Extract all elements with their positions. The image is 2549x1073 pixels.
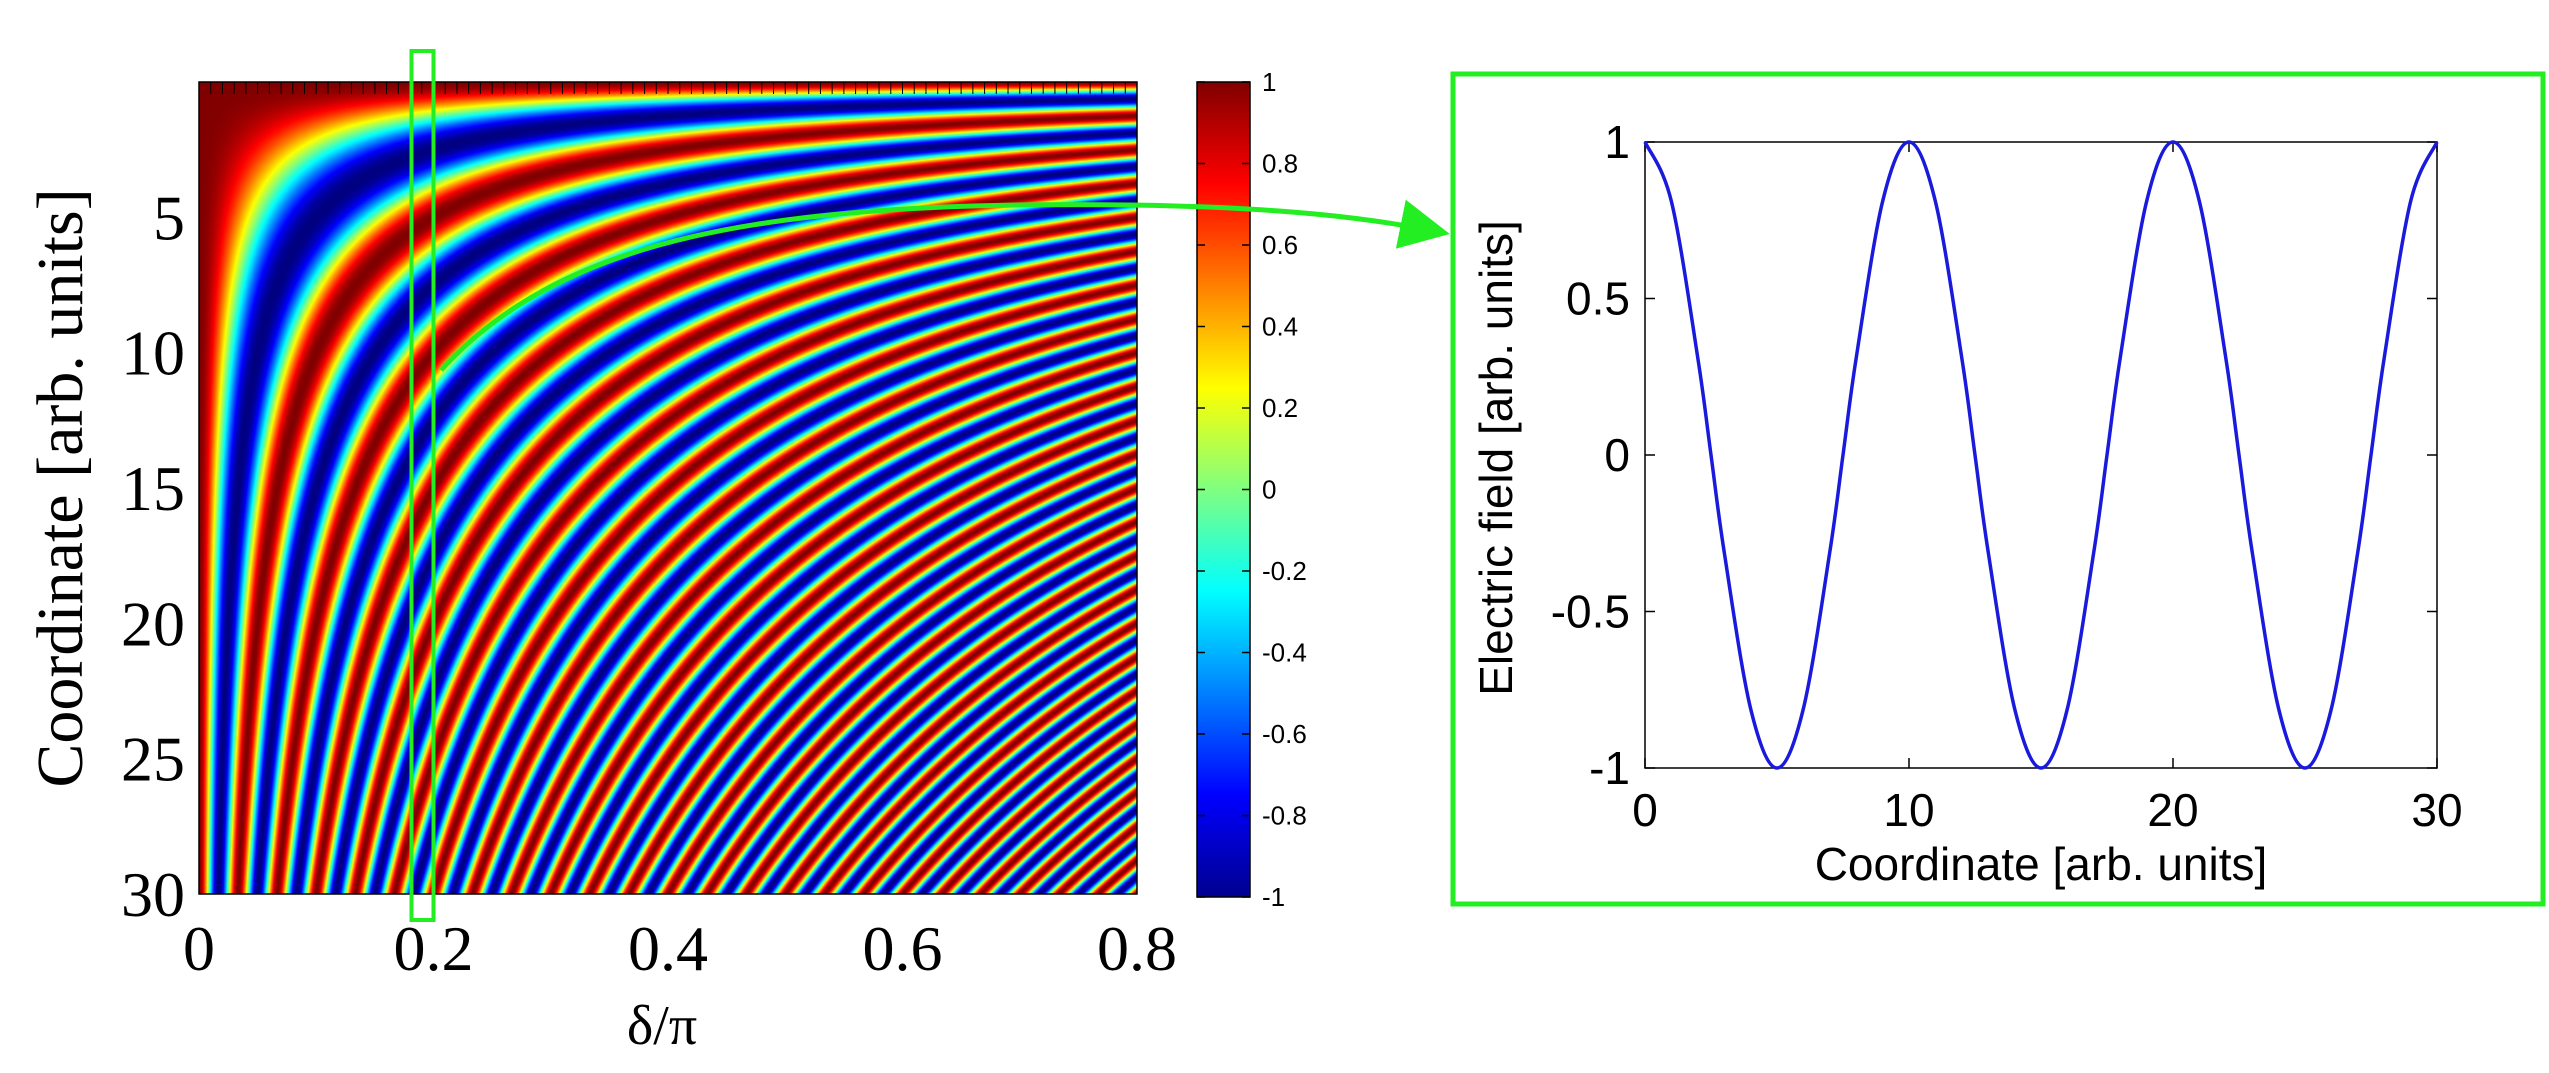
lineplot-panel: 0 10 20 30 1 0.5 0 -0.5 -1 Coordinate [arb. uni… — [1450, 71, 2546, 907]
heatmap-x-axis-label: δ/π — [627, 995, 697, 1057]
colorbar-tick-label: 1 — [1262, 67, 1276, 97]
lineplot-outer-frame — [1450, 71, 2546, 907]
heatmap-y-tick-label: 10 — [121, 318, 185, 389]
colorbar-gradient — [1197, 82, 1250, 897]
heatmap-y-tick-label: 30 — [121, 859, 185, 930]
heatmap-y-tick-label: 15 — [121, 453, 185, 524]
heatmap-y-tick-label: 25 — [121, 724, 185, 795]
lineplot-y-tick-label: 1 — [1604, 116, 1630, 168]
lineplot-y-axis-label: Electric field [arb. units] — [1470, 220, 1522, 696]
lineplot-y-tick-label: 0.5 — [1566, 273, 1630, 325]
highlight-box — [409, 49, 436, 922]
heatmap-top-ticks — [198, 82, 1138, 94]
heatmap-y-ticks: 5 10 15 20 25 30 — [121, 182, 185, 930]
colorbar-tick-label: -1 — [1262, 882, 1285, 912]
colorbar-tick-label: -0.4 — [1262, 638, 1307, 668]
heatmap-x-ticks: 0 0.2 0.4 0.6 0.8 — [183, 913, 1177, 984]
heatmap-panel: 0 0.2 0.4 0.6 0.8 5 10 15 20 25 30 δ/π Coordinate… — [24, 49, 1177, 1057]
colorbar-tick-label: -0.2 — [1262, 556, 1307, 586]
lineplot-x-ticks: 0 10 20 30 — [1632, 142, 2463, 836]
colorbar-tick-label: -0.6 — [1262, 719, 1307, 749]
heatmap-image — [199, 82, 1137, 894]
colorbar-tick-label: 0.8 — [1262, 149, 1298, 179]
lineplot-y-ticks: 1 0.5 0 -0.5 -1 — [1551, 116, 2437, 794]
colorbar-tick-label: 0.2 — [1262, 393, 1298, 423]
lineplot-x-tick-label: 20 — [2147, 784, 2198, 836]
heatmap-y-tick-label: 20 — [121, 588, 185, 659]
heatmap-x-tick-label: 0.6 — [863, 913, 943, 984]
lineplot-axes-frame — [1644, 141, 2438, 769]
colorbar-tick-label: 0.6 — [1262, 230, 1298, 260]
electric-field-line — [1643, 140, 2439, 770]
lineplot-y-tick-label: -0.5 — [1551, 586, 1630, 638]
heatmap-x-tick-label: 0.8 — [1097, 913, 1177, 984]
colorbar-tick-label: -0.8 — [1262, 801, 1307, 831]
heatmap-y-axis-label: Coordinate [arb. units] — [24, 188, 97, 787]
heatmap-y-tick-label: 5 — [153, 182, 185, 253]
heatmap-x-tick-label: 0.2 — [394, 913, 474, 984]
colorbar: 1 0.8 0.6 0.4 0.2 0 -0.2 -0.4 -0.6 -0.8 -1 — [1196, 67, 1307, 912]
lineplot-y-tick-label: 0 — [1604, 429, 1630, 481]
lineplot-x-tick-label: 30 — [2411, 784, 2462, 836]
connector-arrow — [439, 199, 1450, 372]
lineplot-x-tick-label: 0 — [1632, 784, 1658, 836]
heatmap-x-tick-label: 0.4 — [628, 913, 708, 984]
lineplot-x-axis-label: Coordinate [arb. units] — [1815, 838, 2268, 890]
heatmap-x-tick-label: 0 — [183, 913, 215, 984]
colorbar-tick-label: 0.4 — [1262, 312, 1298, 342]
lineplot-y-tick-label: -1 — [1589, 742, 1630, 794]
lineplot-x-tick-label: 10 — [1883, 784, 1934, 836]
colorbar-tick-label: 0 — [1262, 475, 1276, 505]
colorbar-ticks: 1 0.8 0.6 0.4 0.2 0 -0.2 -0.4 -0.6 -0.8 -1 — [1197, 67, 1307, 912]
